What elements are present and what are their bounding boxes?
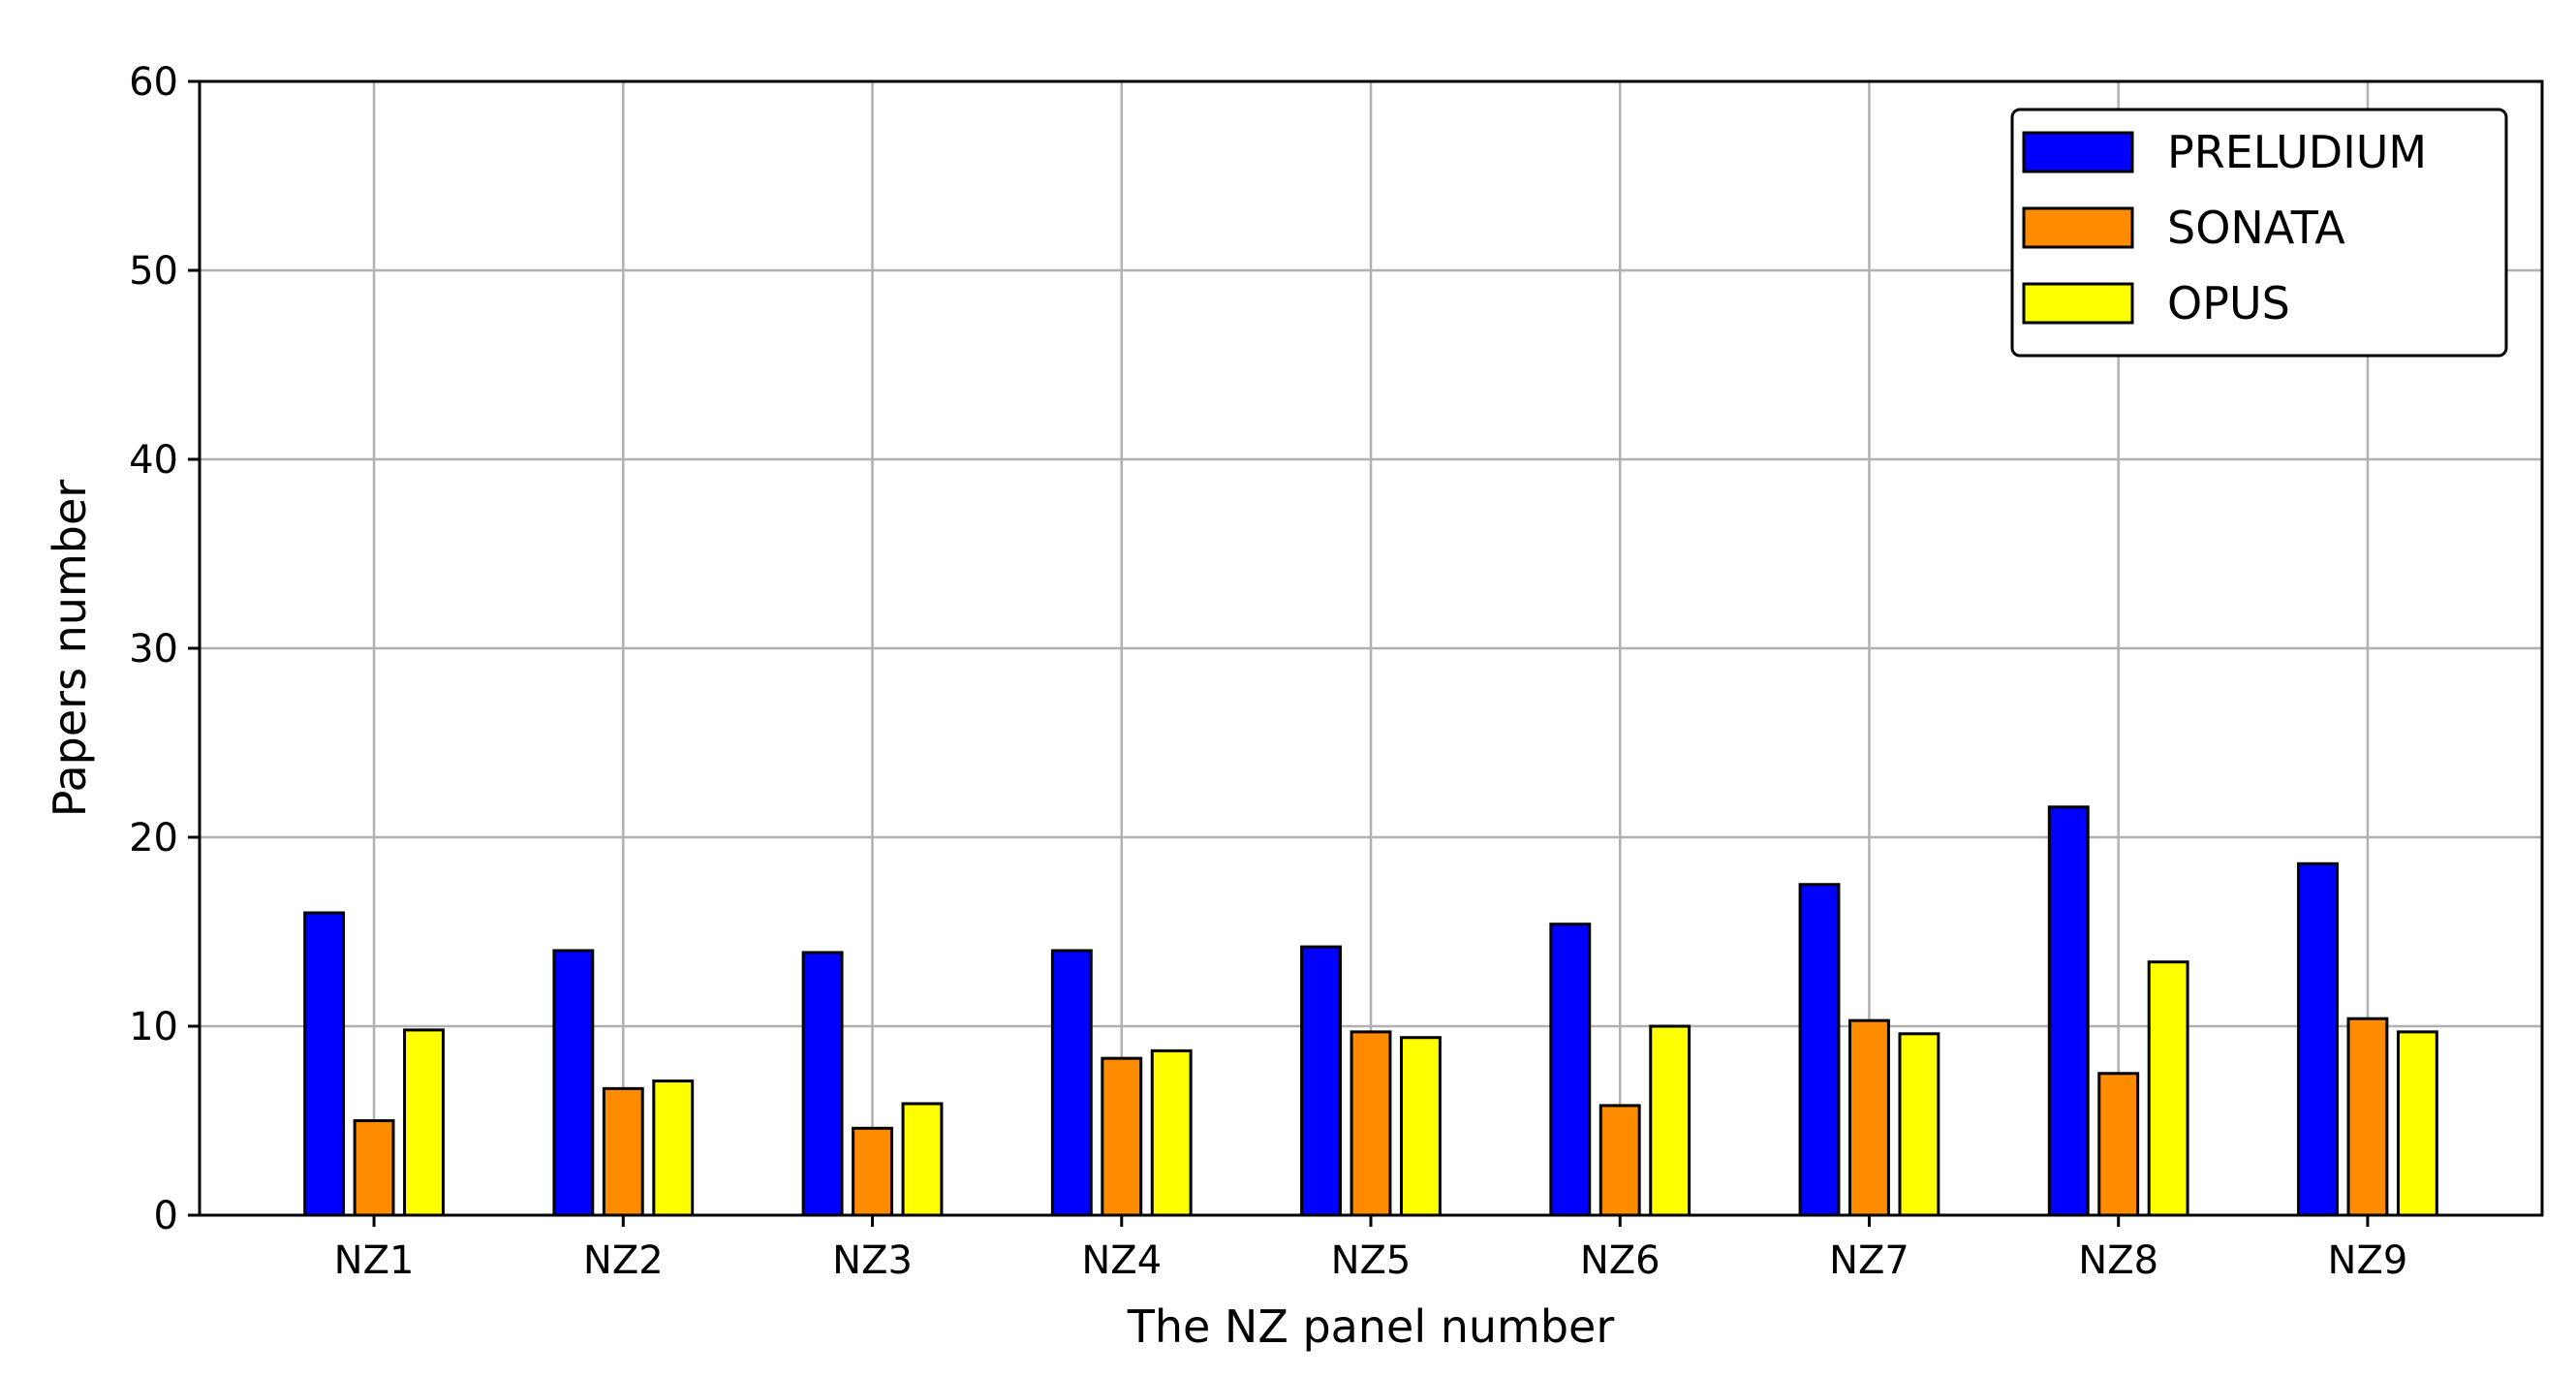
bar-sonata-nz5 xyxy=(1350,1030,1392,1217)
y-tick-label: 20 xyxy=(129,816,178,861)
bar-sonata-nz9 xyxy=(2346,1017,2389,1217)
bar-preludium-nz3 xyxy=(801,951,844,1217)
bar-opus-nz6 xyxy=(1649,1024,1691,1217)
bar-sonata-nz3 xyxy=(852,1126,893,1217)
bar-opus-nz4 xyxy=(1150,1048,1193,1217)
bar-preludium-nz7 xyxy=(1798,883,1841,1217)
legend-swatch xyxy=(2022,282,2134,325)
bar-sonata-nz2 xyxy=(602,1086,644,1217)
bar-preludium-nz4 xyxy=(1050,949,1093,1217)
y-tick-label: 10 xyxy=(129,1005,178,1049)
bar-preludium-nz8 xyxy=(2047,805,2090,1217)
bar-opus-nz8 xyxy=(2147,960,2189,1217)
x-tick-label: NZ5 xyxy=(1331,1238,1412,1283)
x-tick-label: NZ2 xyxy=(583,1238,664,1283)
bar-preludium-nz6 xyxy=(1549,923,1592,1217)
x-tick-label: NZ3 xyxy=(832,1238,913,1283)
y-tick-label: 30 xyxy=(129,627,178,672)
bar-preludium-nz2 xyxy=(552,949,595,1217)
y-axis-title: Papers number xyxy=(44,480,96,817)
x-axis-title: The NZ panel number xyxy=(1127,1300,1615,1353)
bar-preludium-nz1 xyxy=(303,911,346,1217)
bars xyxy=(303,805,2438,1217)
bar-sonata-nz6 xyxy=(1598,1104,1641,1217)
bar-opus-nz2 xyxy=(652,1080,695,1217)
bar-sonata-nz1 xyxy=(353,1119,395,1217)
legend: PRELUDIUM SONATA OPUS xyxy=(2010,108,2508,358)
bar-sonata-nz4 xyxy=(1101,1056,1143,1217)
x-axis: NZ1 NZ2 NZ3 NZ4 NZ5 NZ6 NZ7 NZ8 NZ9 xyxy=(334,1215,2408,1283)
x-tick-label: NZ1 xyxy=(334,1238,415,1283)
bar-opus-nz1 xyxy=(403,1028,445,1217)
bar-opus-nz3 xyxy=(901,1102,944,1217)
y-tick-label: 50 xyxy=(129,249,178,294)
y-tick-label: 40 xyxy=(129,438,178,483)
legend-swatch xyxy=(2022,206,2134,249)
legend-label: PRELUDIUM xyxy=(2167,126,2427,178)
y-tick-label: 60 xyxy=(129,60,178,105)
legend-label: SONATA xyxy=(2167,202,2345,254)
bar-sonata-nz7 xyxy=(1848,1018,1890,1217)
bar-opus-nz9 xyxy=(2396,1030,2438,1217)
x-tick-label: NZ4 xyxy=(1081,1238,1162,1283)
x-tick-label: NZ7 xyxy=(1829,1238,1909,1283)
legend-swatch xyxy=(2022,131,2134,173)
x-tick-label: NZ8 xyxy=(2078,1238,2158,1283)
bar-opus-nz7 xyxy=(1898,1032,1940,1217)
x-tick-label: NZ6 xyxy=(1580,1238,1660,1283)
y-axis: 0 10 20 30 40 50 60 xyxy=(129,60,200,1238)
bar-opus-nz5 xyxy=(1400,1036,1442,1217)
bar-preludium-nz5 xyxy=(1300,945,1342,1217)
x-tick-label: NZ9 xyxy=(2328,1238,2408,1283)
y-tick-label: 0 xyxy=(154,1194,178,1238)
bar-preludium-nz9 xyxy=(2297,861,2339,1217)
bar-sonata-nz8 xyxy=(2097,1072,2140,1217)
legend-label: OPUS xyxy=(2167,277,2290,329)
legend-box xyxy=(2010,108,2508,358)
